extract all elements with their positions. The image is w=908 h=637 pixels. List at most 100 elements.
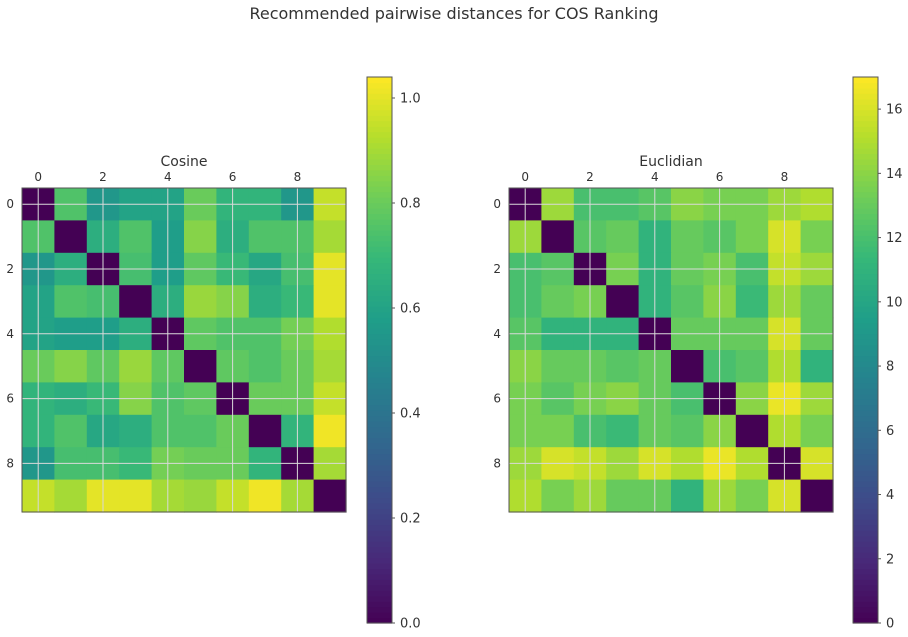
euclidian-colorbar-band [853, 437, 878, 444]
euclidian-colorbar-band [853, 126, 878, 133]
cosine-cell-7-9 [313, 414, 347, 448]
euclidian-colorbar-band [853, 355, 878, 362]
euclidian-colorbar-band [853, 115, 878, 122]
euclidian-cell-7-9 [800, 414, 834, 448]
euclidian-colorbar-band [853, 77, 878, 84]
euclidian-colorbar-band [853, 186, 878, 193]
euclidian-colorbar-band [853, 273, 878, 280]
euclidian-cell-9-5 [671, 479, 704, 513]
cosine-colorbar-band [367, 508, 392, 515]
euclidian-colorbar-frame [852, 76, 879, 624]
euclidian-cell-3-7 [735, 285, 769, 319]
euclidian-colorbar-band [853, 584, 878, 591]
cosine-frame [21, 187, 347, 513]
cosine-cell-1-1 [54, 220, 88, 254]
euclidian-colorbar-band [853, 224, 878, 231]
euclidian-colorbar-band [853, 175, 878, 182]
cosine-colorbar-band [367, 584, 392, 591]
cosine-colorbar-band [367, 524, 392, 531]
cosine-colorbar-band [367, 93, 392, 100]
euclidian-colorbar-band [853, 410, 878, 417]
cosine-colorbar-band [367, 197, 392, 204]
cosine-colorbar-band [367, 328, 392, 335]
euclidian-colorbar-band [853, 142, 878, 149]
cosine-y-tick-0: 0 [6, 197, 14, 211]
cosine-x-tick-6: 6 [229, 170, 237, 184]
cosine-colorbar-band [367, 393, 392, 400]
euclidian-x-tick-8: 8 [781, 170, 789, 184]
cosine-cell-7-1 [54, 414, 88, 448]
cosine-colorbar-band [367, 317, 392, 324]
cosine-colorbar-band [367, 257, 392, 264]
euclidian-colorbar-band [853, 535, 878, 542]
cosine-colorbar-band [367, 322, 392, 329]
euclidian-x-tick-2: 2 [586, 170, 594, 184]
euclidian-title: Euclidian [639, 154, 702, 170]
euclidian-colorbar-band [853, 218, 878, 226]
cosine-colorbar-band [367, 213, 392, 220]
cosine-colorbar-band [367, 557, 392, 564]
cosine-colorbar-band [367, 590, 392, 597]
euclidian-cell-7-3 [606, 414, 640, 448]
cosine-cell-1-3 [119, 220, 153, 254]
cosine-cell-9-3 [119, 479, 153, 513]
euclidian-y-tick-8: 8 [493, 456, 501, 470]
cosine-colorbar-band [367, 519, 392, 526]
euclidian-colorbar-band [853, 513, 878, 520]
cosine-colorbar-band [367, 169, 392, 176]
euclidian-colorbar-band [853, 442, 878, 449]
cosine-cell-5-9 [313, 350, 347, 383]
euclidian-colorbar-band [853, 470, 878, 477]
cosine-colorbar-band [367, 142, 392, 149]
euclidian-colorbar-band [853, 169, 878, 176]
cosine-cell-9-1 [54, 479, 88, 513]
euclidian-cell-5-1 [541, 350, 575, 383]
euclidian-colorbar-band [853, 519, 878, 526]
cosine-colorbar-band [367, 426, 392, 433]
euclidian-colorbar-band [853, 431, 878, 438]
euclidian-colorbar-band [853, 606, 878, 613]
cosine-cell-9-7 [248, 479, 282, 513]
cosine-colorbar-band [367, 355, 392, 362]
cosine-colorbar-band [367, 82, 392, 89]
euclidian-colorbar-band [853, 93, 878, 100]
euclidian-colorbar-tick-0: 0 [886, 617, 894, 632]
euclidian-y-tick-6: 6 [493, 392, 501, 406]
cosine-colorbar-band [367, 617, 392, 624]
euclidian-cell-3-3 [606, 285, 640, 319]
cosine-cell-3-5 [184, 285, 217, 319]
euclidian-colorbar-band [853, 262, 878, 269]
cosine-colorbar-band [367, 502, 392, 509]
cosine-colorbar-band [367, 606, 392, 613]
cosine-colorbar-band [367, 164, 392, 171]
euclidian-cell-5-7 [735, 350, 769, 383]
cosine-colorbar-band [367, 453, 392, 460]
euclidian-cell-3-9 [800, 285, 834, 319]
euclidian-colorbar-band [853, 213, 878, 220]
cosine-colorbar-band [367, 486, 392, 493]
euclidian-colorbar-band [853, 399, 878, 406]
euclidian-panel: Euclidian 0 2 4 6 8 0 2 4 6 8 0 2 4 6 8 10 12 14 16 [493, 76, 903, 632]
cosine-colorbar-band [367, 115, 392, 122]
cosine-colorbar-band [367, 137, 392, 144]
cosine-colorbar-band [367, 300, 392, 307]
cosine-colorbar-band [367, 120, 392, 127]
cosine-colorbar-band [367, 601, 392, 608]
cosine-colorbar-band [367, 344, 392, 351]
euclidian-colorbar-tick-3: 6 [886, 424, 894, 439]
cosine-cell-5-5 [184, 350, 217, 383]
euclidian-colorbar-band [853, 557, 878, 564]
euclidian-y-tick-0: 0 [493, 197, 501, 211]
euclidian-colorbar-tick-4: 8 [886, 360, 894, 375]
euclidian-colorbar-band [853, 568, 878, 575]
cosine-colorbar-band [367, 251, 392, 258]
euclidian-colorbar-band [853, 137, 878, 144]
euclidian-colorbar-band [853, 295, 878, 302]
cosine-x-tick-0: 0 [34, 170, 42, 184]
euclidian-cell-9-9 [800, 479, 834, 513]
euclidian-cell-9-3 [606, 479, 640, 513]
euclidian-cell-7-5 [671, 414, 704, 448]
cosine-colorbar-band [367, 573, 392, 580]
euclidian-colorbar-band [853, 120, 878, 127]
euclidian-colorbar-band [853, 317, 878, 324]
